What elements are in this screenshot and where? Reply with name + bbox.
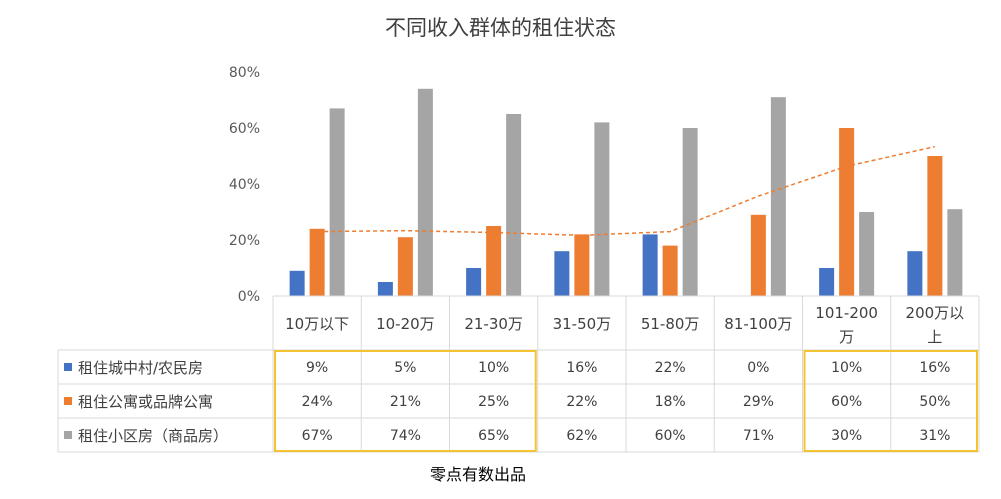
- chart-title: 不同收入群体的租住状态: [385, 16, 616, 40]
- data-value-label: 5%: [394, 360, 416, 376]
- y-tick-label: 20%: [229, 233, 260, 249]
- y-tick-label: 0%: [238, 289, 260, 305]
- category-label: 万: [839, 328, 854, 346]
- bar: [947, 209, 963, 296]
- y-tick-label: 60%: [229, 121, 260, 137]
- data-value-label: 71%: [743, 428, 774, 444]
- bar: [750, 214, 766, 296]
- highlight-box: [803, 350, 978, 452]
- category-label: 200万以: [906, 304, 965, 322]
- highlight-box: [274, 350, 537, 452]
- data-value-label: 25%: [478, 394, 509, 410]
- data-value-label: 74%: [390, 428, 421, 444]
- series-name: 租住小区房（商品房）: [78, 427, 228, 445]
- bar: [417, 88, 433, 296]
- category-label: 上: [927, 328, 942, 346]
- category-label: 31-50万: [553, 315, 612, 333]
- data-value-label: 67%: [302, 428, 333, 444]
- bar: [506, 114, 522, 296]
- data-value-label: 22%: [655, 360, 686, 376]
- bar: [907, 251, 923, 296]
- legend-key: [64, 397, 72, 405]
- bar: [770, 97, 786, 296]
- trend-line: [317, 145, 936, 237]
- data-value-label: 16%: [919, 360, 950, 376]
- data-value-label: 10%: [831, 360, 862, 376]
- category-label: 81-100万: [724, 315, 792, 333]
- series-name: 租住公寓或品牌公寓: [78, 393, 213, 411]
- data-value-label: 62%: [566, 428, 597, 444]
- data-value-label: 10%: [478, 360, 509, 376]
- category-label: 21-30万: [464, 315, 523, 333]
- series-name: 租住城中村/农民房: [78, 359, 203, 377]
- data-value-label: 24%: [302, 394, 333, 410]
- data-value-label: 65%: [478, 428, 509, 444]
- bar: [466, 268, 482, 296]
- y-tick-label: 80%: [229, 65, 260, 81]
- category-label: 51-80万: [641, 315, 700, 333]
- data-value-label: 31%: [919, 428, 950, 444]
- bar: [377, 282, 393, 296]
- bar: [486, 226, 502, 296]
- footer-note: 零点有数出品: [429, 465, 526, 484]
- category-label: 101-200: [815, 304, 878, 322]
- y-tick-label: 40%: [229, 177, 260, 193]
- bar: [329, 108, 345, 297]
- data-value-label: 21%: [390, 394, 421, 410]
- legend-key: [64, 363, 72, 371]
- data-value-label: 50%: [919, 394, 950, 410]
- bar: [289, 270, 305, 296]
- bar: [927, 156, 943, 296]
- data-value-label: 60%: [655, 428, 686, 444]
- data-value-label: 60%: [831, 394, 862, 410]
- bar: [682, 128, 698, 296]
- data-value-label: 29%: [743, 394, 774, 410]
- bar: [642, 234, 658, 296]
- bar: [309, 228, 325, 296]
- bar: [839, 128, 855, 296]
- data-value-label: 9%: [306, 360, 328, 376]
- data-value-label: 0%: [747, 360, 769, 376]
- data-value-label: 22%: [566, 394, 597, 410]
- data-value-label: 30%: [831, 428, 862, 444]
- bar: [819, 268, 835, 296]
- bar: [662, 245, 678, 296]
- bar: [397, 237, 413, 296]
- bar: [594, 122, 610, 297]
- data-value-label: 18%: [655, 394, 686, 410]
- category-label: 10-20万: [376, 315, 435, 333]
- bar: [859, 212, 875, 296]
- legend-key: [64, 431, 72, 439]
- category-label: 10万以下: [285, 315, 349, 333]
- bar: [554, 251, 570, 296]
- bar: [574, 234, 590, 296]
- data-value-label: 16%: [566, 360, 597, 376]
